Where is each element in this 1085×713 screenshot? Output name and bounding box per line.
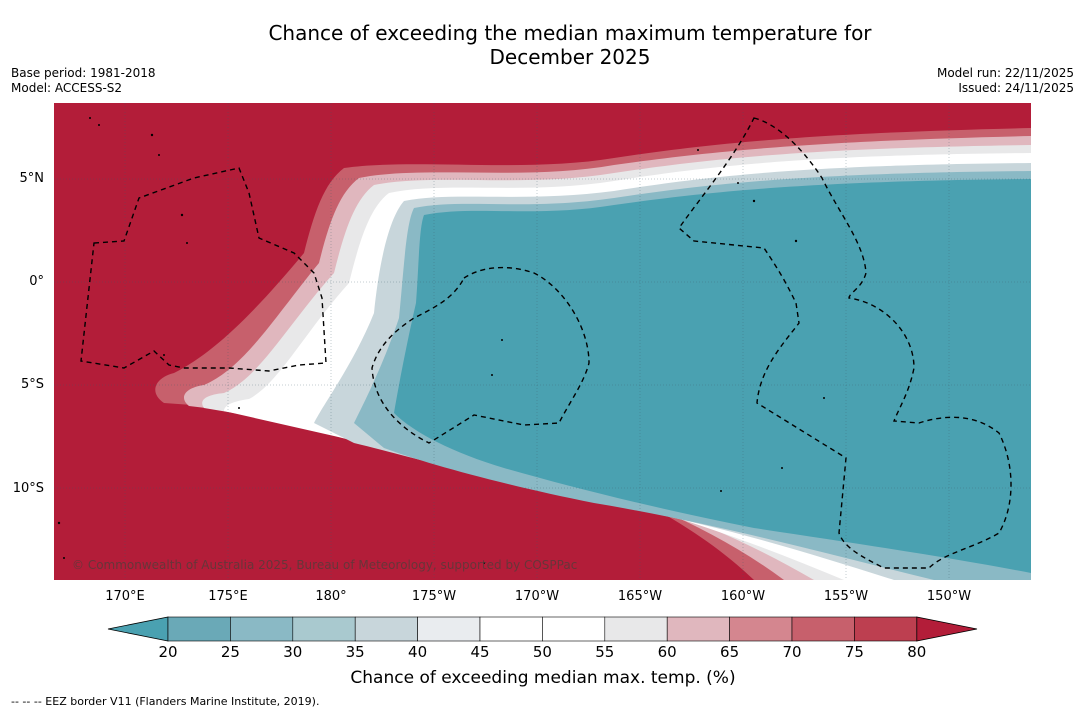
colorbar-tick-label: 55 — [595, 643, 615, 661]
longitude-label: 170°E — [105, 589, 145, 604]
colorbar-tick-label: 35 — [345, 643, 365, 661]
model-run: Model run: 22/11/2025 — [936, 66, 1074, 80]
colorbar-segment — [542, 616, 606, 642]
latitude-label: 0° — [29, 274, 44, 289]
colorbar-segment — [854, 616, 918, 642]
longitude-label: 160°W — [720, 589, 766, 604]
colorbar-tick-label: 70 — [782, 643, 802, 661]
colorbar-low-extension — [107, 616, 169, 642]
contour-band-cool — [394, 179, 1031, 573]
longitude-label: 150°W — [926, 589, 972, 604]
colorbar-segment — [729, 616, 793, 642]
map-title-line2: December 2025 — [489, 45, 651, 69]
colorbar-segment — [167, 616, 231, 642]
colorbar-tick-label: 30 — [283, 643, 303, 661]
latitude-label: 5°S — [20, 377, 44, 392]
longitude-label: 175°E — [208, 589, 248, 604]
eez-kiribati-gilbert — [80, 167, 327, 372]
colorbar-tick-label: 75 — [844, 643, 864, 661]
colorbar-segment — [354, 616, 418, 642]
colorbar-segment — [292, 616, 356, 642]
colorbar-segment — [604, 616, 668, 642]
copyright-notice: © Commonwealth of Australia 2025, Bureau… — [72, 558, 578, 572]
colorbar-tick-label: 65 — [720, 643, 740, 661]
longitude-label: 175°W — [411, 589, 457, 604]
eez-borders — [80, 117, 1012, 569]
colorbar-segment — [479, 616, 543, 642]
map-title-line1: Chance of exceeding the median maximum t… — [268, 21, 872, 45]
colorbar-tick-label: 80 — [907, 643, 927, 661]
issued-date: Issued: 24/11/2025 — [958, 81, 1074, 95]
colorbar-title: Chance of exceeding median max. temp. (%… — [350, 668, 736, 688]
model-name: Model: ACCESS-S2 — [11, 81, 123, 95]
eez-line-islands — [678, 117, 1012, 569]
colorbar-tick-label: 25 — [220, 643, 240, 661]
colorbar-segment — [230, 616, 294, 642]
eez-footnote: -- -- -- EEZ border V11 (Flanders Marine… — [11, 695, 320, 708]
longitude-label: 165°W — [617, 589, 663, 604]
latitude-label: 10°S — [12, 481, 44, 496]
colorbar-tick-label: 45 — [470, 643, 490, 661]
eez-phoenix — [371, 266, 590, 444]
forecast-map — [54, 103, 1031, 580]
colorbar-high-extension — [916, 616, 978, 642]
latitude-label: 5°N — [19, 171, 45, 186]
colorbar-tick-label: 60 — [657, 643, 677, 661]
longitude-label: 155°W — [823, 589, 869, 604]
graticule — [54, 103, 1031, 580]
longitude-label: 180° — [315, 589, 347, 604]
colorbar-segment — [791, 616, 855, 642]
colorbar-tick-label: 20 — [158, 643, 178, 661]
island-dots — [57, 117, 825, 564]
longitude-label: 170°W — [514, 589, 560, 604]
base-period: Base period: 1981-2018 — [11, 66, 156, 80]
colorbar-segment — [666, 616, 730, 642]
colorbar-tick-label: 50 — [532, 643, 552, 661]
colorbar-tick-label: 40 — [408, 643, 428, 661]
colorbar-segment — [417, 616, 481, 642]
